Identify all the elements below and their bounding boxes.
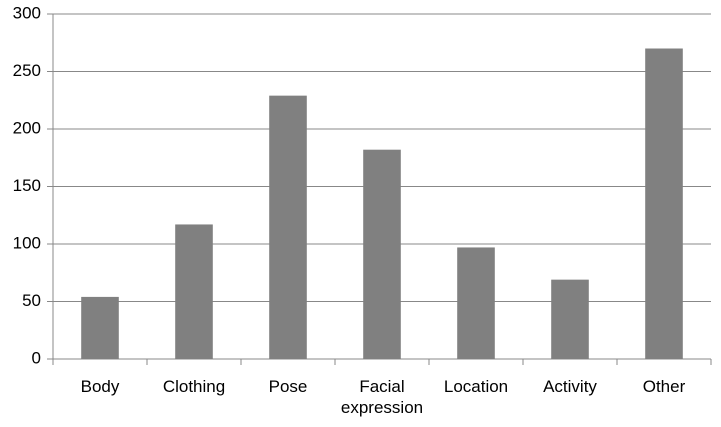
- bar: [81, 296, 119, 359]
- bar: [551, 279, 589, 359]
- y-tick-label: 300: [13, 3, 41, 22]
- bar: [269, 95, 307, 360]
- bar: [175, 224, 213, 359]
- y-tick-label: 0: [32, 348, 41, 367]
- bar: [363, 149, 401, 359]
- x-tick-label: Body: [80, 377, 120, 396]
- x-tick-label: Pose: [268, 377, 308, 396]
- x-tick-label: Facial expression: [340, 377, 424, 417]
- y-tick-label: 250: [13, 61, 41, 80]
- x-tick-label: Other: [642, 377, 686, 396]
- bar: [645, 48, 683, 359]
- y-tick-label: 50: [22, 291, 41, 310]
- x-tick-label: Clothing: [162, 377, 226, 396]
- x-tick-label: Activity: [543, 377, 597, 396]
- x-tick-label: Location: [443, 377, 509, 396]
- y-tick-label: 150: [13, 176, 41, 195]
- y-tick-label: 200: [13, 118, 41, 137]
- y-tick-label: 100: [13, 233, 41, 252]
- bar: [457, 247, 495, 359]
